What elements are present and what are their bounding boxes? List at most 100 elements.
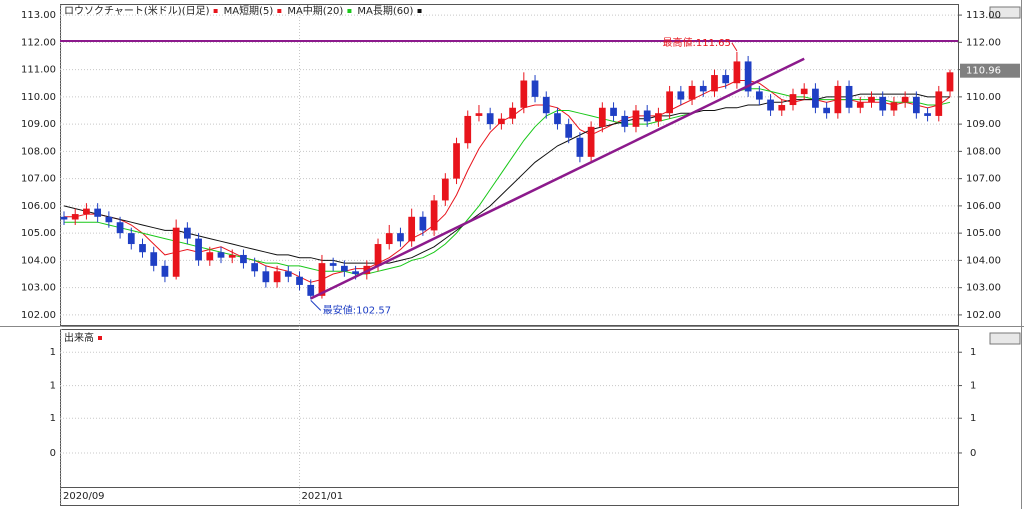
y-tick-label-left: 110.00 <box>21 92 56 103</box>
candle <box>430 194 438 236</box>
candle <box>184 222 191 245</box>
candle-body <box>587 126 595 157</box>
candle-body <box>935 91 943 116</box>
y-tick-label-left: 106.00 <box>21 201 56 212</box>
y-tick-label-left: 102.00 <box>21 310 56 321</box>
candle-body <box>688 85 696 100</box>
candle <box>587 121 595 163</box>
candle <box>845 80 853 114</box>
candle-body <box>912 96 920 114</box>
candle <box>722 69 730 89</box>
y-tick-label: 1 <box>970 413 976 424</box>
candle <box>509 102 516 125</box>
candle-body <box>206 252 214 261</box>
annotation-arrow <box>731 42 738 52</box>
candle <box>598 102 606 133</box>
candle-body <box>677 91 685 100</box>
y-tick-label: 103.00 <box>966 283 1001 294</box>
candle-body <box>834 85 842 114</box>
candle-body <box>94 208 102 217</box>
y-tick-label-left: 104.00 <box>21 255 56 266</box>
candle <box>341 260 348 277</box>
candle-body <box>542 96 550 114</box>
candle <box>823 102 830 119</box>
candle <box>228 249 236 264</box>
candle <box>655 107 662 127</box>
y-tick-label-left: 1 <box>50 381 56 392</box>
candle-body <box>475 113 483 116</box>
y-tick-label-left: 111.00 <box>21 65 56 76</box>
pane-button-group[interactable] <box>989 332 1021 345</box>
candle <box>632 105 640 133</box>
ma-line <box>63 93 950 264</box>
candle <box>397 227 404 247</box>
y-tick-label-left: 109.00 <box>21 119 56 130</box>
candle <box>744 55 752 97</box>
candle-body <box>711 75 718 92</box>
candle-body <box>453 143 460 179</box>
pane-button-group[interactable] <box>989 6 1021 19</box>
y-tick-label: 0 <box>970 448 976 459</box>
candle <box>711 69 718 97</box>
candle <box>172 219 180 280</box>
candle <box>800 83 808 100</box>
candle <box>94 203 102 223</box>
candle <box>935 85 943 122</box>
candle-body <box>498 118 505 125</box>
candle-body <box>845 85 853 108</box>
candle <box>912 91 920 119</box>
legend-marker <box>417 9 422 13</box>
candle-body <box>789 94 797 106</box>
candle <box>901 91 909 108</box>
y-tick-label-left: 105.00 <box>21 228 56 239</box>
candle <box>778 99 786 116</box>
candle-body <box>733 61 741 84</box>
candle-body <box>127 233 135 245</box>
candle <box>240 249 247 269</box>
legend-marker <box>347 9 352 13</box>
candle-body <box>195 238 202 261</box>
candle <box>453 137 460 185</box>
candle <box>576 132 584 163</box>
candle-body <box>699 85 707 92</box>
candle <box>755 85 763 106</box>
candle <box>60 211 68 225</box>
candle <box>856 96 864 114</box>
y-tick-label: 106.00 <box>966 201 1001 212</box>
y-tick-label: 109.00 <box>966 119 1001 130</box>
candle-body <box>430 200 438 231</box>
candle <box>733 51 741 89</box>
candle-body <box>464 115 472 144</box>
candle <box>150 246 158 272</box>
candle-body <box>60 216 68 220</box>
y-tick-label-left: 1 <box>50 413 56 424</box>
candle-body <box>879 96 887 111</box>
y-tick-label: 108.00 <box>966 146 1001 157</box>
candle <box>554 107 561 130</box>
candle-body <box>924 113 931 116</box>
y-tick-label: 1 <box>970 381 976 392</box>
candle <box>520 72 528 114</box>
candle-body <box>800 88 808 95</box>
y-tick-label-left: 112.00 <box>21 37 56 48</box>
candle <box>688 80 696 106</box>
candle-body <box>307 284 315 296</box>
candle <box>71 208 79 225</box>
candle-body <box>576 137 584 157</box>
candle-body <box>83 208 90 215</box>
annotation-arrow <box>310 300 322 311</box>
candle-body <box>856 102 864 108</box>
candle <box>812 83 819 114</box>
candle <box>206 246 214 266</box>
candles <box>60 51 954 300</box>
moving-averages <box>63 80 951 283</box>
legend: MA短期(5) MA中期(20) MA長期(60) <box>213 4 422 17</box>
candle-body <box>722 75 730 84</box>
candle-body <box>554 113 561 125</box>
candle-body <box>397 233 404 242</box>
candle-body <box>161 265 169 277</box>
y-tick-label-left: 113.00 <box>21 10 56 21</box>
